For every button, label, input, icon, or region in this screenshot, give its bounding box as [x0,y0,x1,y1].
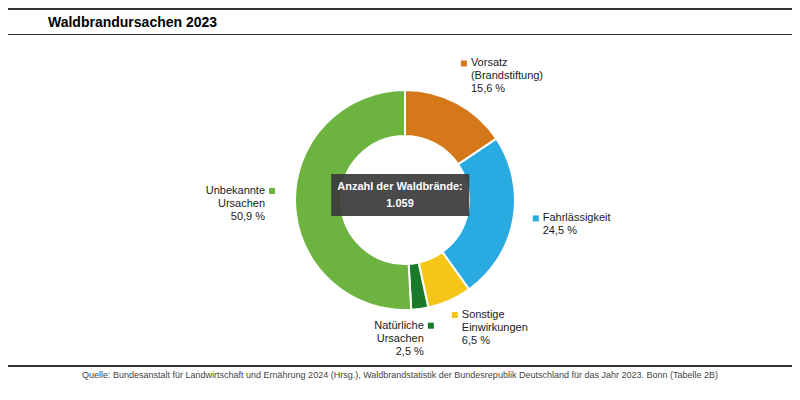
html-text:Anzahl der Waldbrände: 1.059: Anzahl der Waldbrände: 1.059 [337,180,463,209]
svg-text:SonstigeEinwirkungen6,5 %: SonstigeEinwirkungen6,5 % [462,308,528,346]
svg-text:Vorsatz(Brandstiftung)15,6 %: Vorsatz(Brandstiftung)15,6 % [471,56,543,94]
svg-text:UnbekannteUrsachen50,9 %: UnbekannteUrsachen50,9 % [206,184,266,222]
html-text:Waldbrandursachen 2023: Waldbrandursachen 2023 [48,14,218,30]
svg-text:Fahrlässigkeit24,5 %: Fahrlässigkeit24,5 % [543,211,611,236]
html-text:Quelle: Bundesanstalt für Land: Quelle: Bundesanstalt für Landwirtschaft… [82,370,718,380]
svg-text:NatürlicheUrsachen2,5 %: NatürlicheUrsachen2,5 % [374,319,424,357]
